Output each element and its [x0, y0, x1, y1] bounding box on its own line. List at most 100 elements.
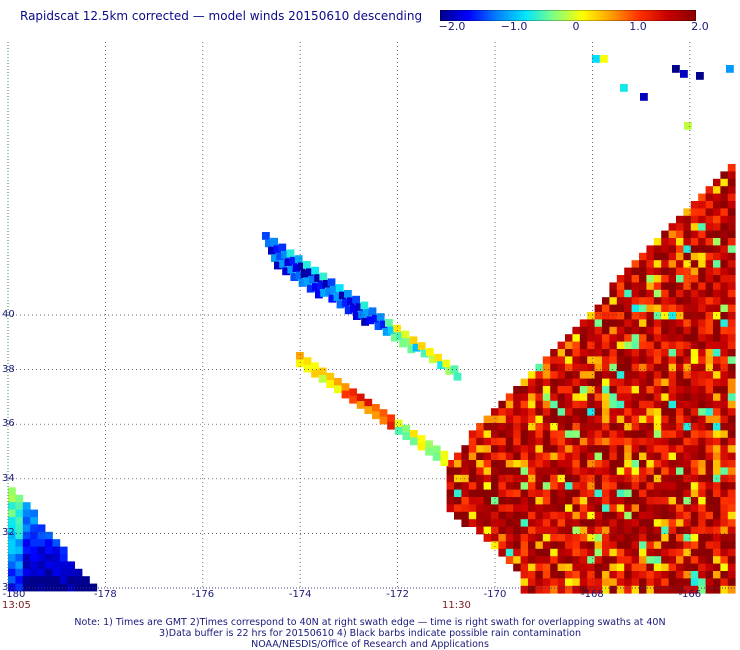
wind-cell: [587, 334, 595, 342]
wind-cell: [676, 541, 684, 550]
wind-cell: [683, 326, 692, 335]
wind-cell: [542, 482, 551, 490]
wind-cell: [609, 482, 618, 490]
wind-cell: [557, 519, 566, 527]
wind-cell: [572, 548, 581, 557]
wind-cell: [535, 534, 544, 542]
wind-cell: [579, 571, 588, 579]
wind-cell: [440, 450, 449, 459]
wind-cell: [609, 585, 618, 594]
wind-cell: [565, 585, 573, 594]
wind-cell: [727, 386, 736, 394]
wind-cell: [535, 460, 544, 468]
wind-cell: [15, 531, 24, 540]
wind-cell: [550, 578, 558, 587]
wind-cell: [579, 482, 588, 490]
wind-cell: [624, 415, 632, 424]
wind-cell: [668, 541, 677, 550]
wind-cell: [587, 400, 595, 409]
wind-cell: [379, 416, 388, 425]
wind-cell: [587, 534, 595, 542]
wind-cell: [483, 474, 492, 483]
wind-cell: [498, 452, 507, 461]
wind-cell: [542, 371, 551, 379]
wind-cell: [67, 568, 75, 577]
wind-cell: [624, 504, 632, 513]
wind-cell: [668, 526, 677, 535]
wind-cell: [676, 282, 684, 291]
wind-cell: [713, 400, 721, 409]
wind-cell: [690, 230, 699, 239]
wind-cell: [676, 423, 684, 431]
wind-cell: [653, 482, 662, 490]
wind-cell: [624, 349, 632, 357]
wind-cell: [631, 474, 640, 483]
wind-cell: [609, 312, 618, 320]
wind-cell: [713, 282, 721, 291]
wind-cell: [631, 408, 640, 416]
wind-cell: [45, 561, 53, 570]
wind-cell: [727, 437, 736, 446]
wind-cell: [52, 576, 61, 584]
wind-cell: [483, 445, 492, 453]
wind-cell: [713, 312, 721, 320]
wind-cell: [347, 297, 355, 306]
wind-cell: [520, 511, 529, 520]
wind-cell: [713, 349, 721, 357]
wind-cell: [653, 511, 662, 520]
wind-cell: [8, 554, 16, 562]
wind-cell: [483, 452, 492, 461]
wind-cell: [565, 334, 573, 342]
wind-cell: [661, 563, 669, 572]
wind-cell: [402, 432, 411, 440]
wind-cell: [631, 585, 640, 594]
wind-cell: [550, 378, 558, 387]
wind-cell: [624, 363, 632, 372]
wind-cell: [713, 230, 721, 239]
wind-cell: [690, 260, 699, 268]
wind-cell: [727, 519, 736, 527]
wind-cell: [683, 215, 692, 224]
wind-cell: [565, 556, 573, 564]
wind-cell: [713, 252, 721, 261]
wind-cell: [683, 363, 692, 372]
wind-cell: [290, 273, 299, 281]
wind-cell: [454, 504, 462, 513]
wind-cell: [557, 452, 566, 461]
wind-cell: [720, 511, 729, 520]
wind-cell: [727, 341, 736, 350]
wind-cell: [602, 415, 610, 424]
wind-cell: [646, 437, 655, 446]
wind-cell: [565, 489, 573, 498]
wind-cell: [713, 297, 721, 305]
wind-cell: [705, 437, 714, 446]
wind-cell: [550, 363, 558, 372]
wind-cell: [705, 312, 714, 320]
wind-cell: [565, 371, 573, 379]
wind-cell: [624, 489, 632, 498]
wind-cell: [594, 356, 603, 365]
wind-cell: [572, 437, 581, 446]
wind-cell: [461, 504, 470, 513]
wind-cell: [624, 563, 632, 572]
wind-cell: [440, 458, 449, 466]
wind-cell: [476, 526, 484, 535]
wind-cell: [520, 393, 529, 402]
wind-cell: [609, 571, 618, 579]
wind-cell: [661, 319, 669, 328]
wind-cell: [355, 303, 363, 311]
wind-cell: [303, 277, 312, 286]
wind-cell: [713, 585, 721, 594]
wind-cell: [616, 356, 625, 365]
wind-cell: [683, 297, 692, 305]
wind-cell: [513, 563, 521, 572]
wind-cell: [698, 208, 706, 217]
wind-cell: [594, 526, 603, 535]
wind-cell: [690, 467, 699, 476]
wind-cell: [520, 526, 529, 535]
wind-cell: [446, 474, 455, 483]
wind-cell: [498, 482, 507, 490]
wind-cell: [602, 304, 610, 313]
wind-cell: [690, 578, 699, 587]
wind-cell: [579, 519, 588, 527]
